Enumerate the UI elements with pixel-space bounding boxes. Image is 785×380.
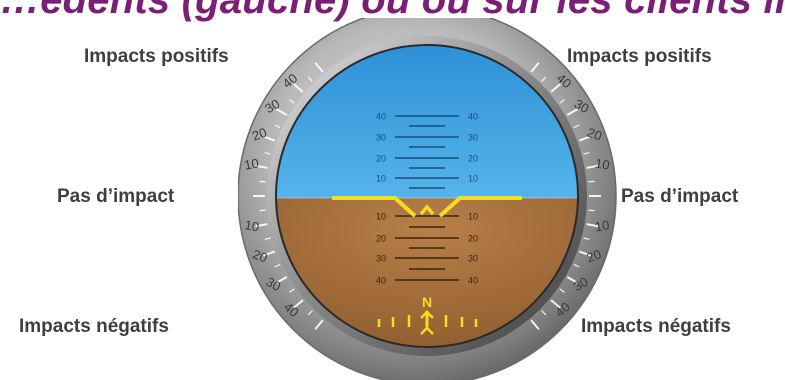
bezel-scale-label: 10 (243, 217, 260, 234)
bezel-tick (583, 151, 590, 155)
bezel-tick (293, 83, 304, 93)
bezel-tick (263, 250, 276, 257)
pitch-label: 20 (376, 154, 386, 164)
heading-pointer-arrow (420, 310, 434, 319)
bezel-tick (275, 276, 288, 284)
bezel-scale-label: 10 (594, 155, 611, 172)
bezel-tick (259, 209, 266, 212)
pitch-label: 20 (468, 154, 478, 164)
bezel-tick (293, 299, 304, 309)
attitude-indicator: 40 30 20 10 10 20 30 40 40 30 20 10 10 20 30 40 40 40 30 3… (238, 18, 617, 380)
bezel-tick (307, 310, 313, 316)
bezel-tick (586, 164, 599, 169)
page-title: …édents (gauche) ou ou sur les clients i… (0, 0, 785, 22)
pitch-label: 30 (468, 133, 478, 143)
pitch-ladder: 40 40 30 30 20 20 10 10 10 10 20 20 30 30 40 40 (376, 112, 478, 286)
bezel-scale-label: 20 (585, 125, 604, 144)
pitch-label: 30 (468, 254, 478, 264)
bezel-tick (578, 250, 591, 257)
center-chevron-indicator (419, 204, 435, 216)
bezel-tick (583, 237, 590, 241)
bezel-tick (566, 276, 579, 284)
bezel-tick (530, 62, 540, 73)
bezel-tick (314, 62, 324, 73)
bezel-tick (289, 288, 295, 293)
bezel-tick (550, 83, 561, 93)
bezel-tick (541, 76, 547, 82)
bezel-scale-label: 30 (571, 274, 591, 294)
bezel-tick (255, 164, 268, 169)
bezel-tick (314, 319, 324, 330)
label-left-no-impact: Pas d’impact (57, 186, 175, 207)
pitch-label: 40 (468, 112, 478, 122)
bezel-tick (550, 299, 561, 309)
pitch-label: 40 (376, 276, 386, 286)
bezel-tick (307, 76, 313, 82)
bezel-tick (578, 135, 591, 142)
bezel-tick (264, 151, 271, 155)
bezel-tick (573, 124, 580, 129)
bezel-tick (588, 180, 595, 183)
heading-tick-marks (377, 315, 478, 327)
bezel-tick (274, 124, 281, 129)
pitch-label: 10 (376, 174, 386, 184)
bezel-tick (530, 319, 540, 330)
pitch-label: 30 (376, 133, 386, 143)
pitch-label: 40 (468, 276, 478, 286)
label-right-positive-impacts: Impacts positifs (567, 46, 712, 67)
bezel-tick (573, 263, 580, 268)
heading-north-letter: N (422, 294, 432, 310)
pitch-label: 10 (468, 212, 478, 222)
pitch-label: 10 (468, 174, 478, 184)
label-right-no-impact: Pas d’impact (621, 186, 739, 207)
pitch-label: 10 (376, 212, 386, 222)
label-left-negative-impacts: Impacts négatifs (19, 316, 169, 337)
bezel-tick (275, 108, 288, 116)
bezel-tick (541, 310, 547, 316)
right-wing-indicator (438, 196, 522, 218)
bezel-tick (586, 223, 599, 228)
bezel-tick (289, 99, 295, 104)
bezel-tick (559, 99, 565, 104)
pitch-label: 40 (376, 112, 386, 122)
bezel-scale-label: 20 (251, 246, 270, 265)
pitch-label: 30 (376, 254, 386, 264)
left-wing-indicator (332, 196, 417, 218)
bezel-scale-label: 20 (585, 246, 604, 265)
bezel-scale-label: 20 (250, 125, 269, 144)
pitch-label: 20 (468, 234, 478, 244)
bezel-scale-label: 10 (243, 155, 260, 172)
pitch-label: 20 (376, 234, 386, 244)
bezel-scale-label: 10 (594, 217, 611, 234)
bezel-tick-marks (253, 62, 601, 330)
label-left-positive-impacts: Impacts positifs (84, 46, 229, 67)
heading-lower-chevron (420, 326, 434, 335)
bezel-tick (274, 263, 281, 268)
bezel-scale-label: 30 (262, 96, 282, 116)
bezel-tick (264, 237, 271, 241)
bezel-tick (559, 288, 565, 293)
bezel-tick (588, 209, 595, 212)
bezel-scale-label: 30 (572, 96, 592, 116)
bezel-tick (263, 135, 276, 142)
bezel-tick (566, 108, 579, 116)
bezel-scale-label: 30 (263, 274, 283, 294)
bezel-scale-labels: 40 30 20 10 10 20 30 40 40 30 20 10 10 20 30 40 (243, 70, 611, 320)
bezel-tick (255, 223, 268, 228)
face-rim (275, 44, 579, 348)
bezel-outer-edge (238, 18, 617, 380)
label-right-negative-impacts: Impacts négatifs (581, 316, 731, 337)
bezel-tick (259, 180, 266, 183)
